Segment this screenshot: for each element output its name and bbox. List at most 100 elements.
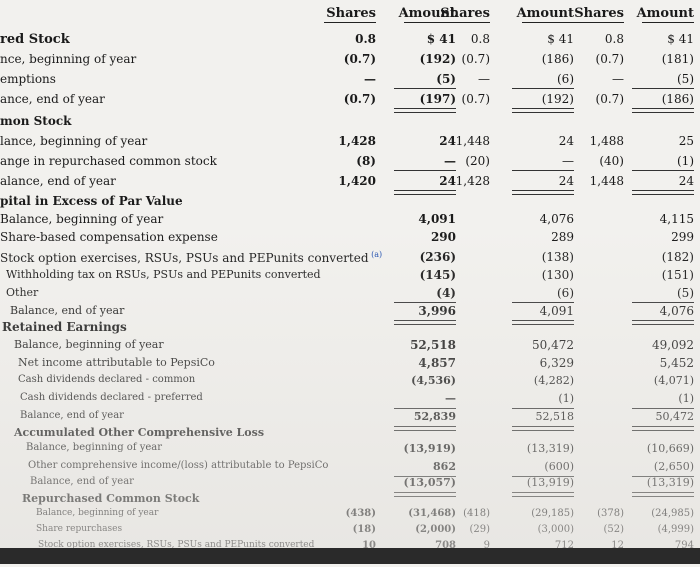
row-label: Share-based compensation expense	[0, 230, 218, 244]
row-label: Net income attributable to PepsiCo	[18, 356, 215, 369]
row-label: mon Stock	[0, 114, 71, 128]
table-cell: (0.7)	[461, 92, 490, 106]
table-cell: 3,996	[418, 304, 456, 318]
table-cell: (151)	[661, 268, 694, 282]
table-cell: 290	[430, 230, 456, 244]
subtotal-underline	[394, 408, 456, 409]
row-label: alance, end of year	[0, 174, 116, 188]
row-label-text: mon Stock	[0, 114, 72, 128]
table-cell: (182)	[661, 250, 694, 264]
header-shares-3: Shares	[574, 6, 624, 21]
table-cell: (0.7)	[343, 92, 376, 106]
table-cell: (13,319)	[526, 442, 574, 455]
subtotal-underline	[632, 170, 694, 171]
table-cell: (145)	[419, 268, 456, 282]
total-double-underline	[632, 108, 694, 113]
subtotal-underline	[512, 170, 574, 171]
subtotal-underline	[632, 302, 694, 303]
table-cell: 52,518	[535, 410, 575, 423]
row-label: Stock option exercises, RSUs, PSUs and P…	[0, 250, 382, 265]
row-label: Other comprehensive income/(loss) attrib…	[28, 460, 328, 471]
row-label: Balance, beginning of year	[36, 508, 158, 518]
row-label-text: Share-based compensation expense	[0, 230, 218, 244]
row-label-text: Share repurchases	[36, 524, 123, 534]
table-cell: (0.7)	[595, 92, 624, 106]
row-label-text: lance, beginning of year	[0, 134, 148, 148]
table-cell: 1,448	[589, 174, 624, 188]
table-cell: (0.7)	[595, 52, 624, 66]
subtotal-underline	[394, 88, 456, 89]
header-shares-1: Shares	[326, 6, 376, 21]
table-cell: (0.7)	[461, 52, 490, 66]
table-cell: (13,919)	[403, 442, 456, 455]
total-double-underline	[394, 190, 456, 195]
header-amount-3: Amount	[636, 6, 694, 21]
total-double-underline	[394, 492, 456, 497]
table-cell: (186)	[661, 92, 694, 106]
row-label-text: pital in Excess of Par Value	[0, 194, 183, 208]
table-cell: (18)	[352, 524, 376, 535]
table-cell: 4,857	[418, 356, 456, 370]
row-label: red Stock	[0, 32, 70, 47]
row-label-text: nce, beginning of year	[0, 52, 137, 66]
row-label-text: ance, end of year	[0, 92, 105, 106]
row-label: Share repurchases	[36, 524, 122, 534]
row-label-text: Other	[6, 286, 39, 299]
footnote-marker: (a)	[368, 250, 383, 259]
table-cell: 862	[433, 460, 456, 473]
row-label-text: Cash dividends declared - common	[18, 374, 196, 385]
table-cell: (181)	[661, 52, 694, 66]
table-cell: (438)	[345, 508, 376, 519]
row-label-text: Balance, beginning of year	[36, 508, 159, 518]
row-label-text: Balance, end of year	[10, 304, 125, 317]
row-label-text: Net income attributable to PepsiCo	[18, 356, 215, 369]
row-label: Cash dividends declared - common	[18, 374, 195, 385]
subtotal-underline	[394, 302, 456, 303]
table-cell: 0.8	[604, 32, 624, 46]
table-cell: 24	[678, 174, 694, 188]
subtotal-underline	[512, 88, 574, 89]
total-double-underline	[394, 426, 456, 431]
table-cell: 49,092	[652, 338, 694, 352]
subtotal-underline	[394, 170, 456, 171]
row-label-text: Repurchased Common Stock	[22, 492, 200, 505]
table-cell: 1,420	[338, 174, 376, 188]
table-cell: 50,472	[655, 410, 695, 423]
row-label: Withholding tax on RSUs, PSUs and PEPuni…	[6, 268, 321, 281]
total-double-underline	[394, 108, 456, 113]
table-cell: 6,329	[539, 356, 574, 370]
table-cell: (10,669)	[646, 442, 694, 455]
table-cell: 1,448	[455, 134, 490, 148]
header-underline	[522, 22, 574, 23]
table-cell: 4,091	[539, 304, 574, 318]
row-label-text: Retained Earnings	[2, 320, 127, 334]
header-underline	[324, 22, 376, 23]
total-double-underline	[632, 426, 694, 431]
table-cell: (40)	[599, 154, 624, 168]
row-label: Balance, beginning of year	[26, 442, 162, 453]
row-label-text: Balance, beginning of year	[14, 338, 164, 351]
table-cell: (4,071)	[653, 374, 694, 387]
row-label: lance, beginning of year	[0, 134, 147, 148]
row-label-text: alance, end of year	[0, 174, 116, 188]
table-cell: 299	[671, 230, 694, 244]
row-label: Repurchased Common Stock	[22, 492, 199, 505]
table-cell: (6)	[557, 286, 574, 300]
table-cell: (378)	[597, 508, 624, 519]
header-underline	[642, 22, 694, 23]
row-label-text: Accumulated Other Comprehensive Loss	[14, 426, 265, 439]
table-cell: (13,057)	[403, 476, 456, 489]
row-label: Other	[6, 286, 38, 299]
table-cell: —	[364, 72, 376, 86]
table-cell: 4,076	[659, 304, 694, 318]
table-cell: (1)	[677, 154, 694, 168]
table-cell: (52)	[603, 524, 624, 535]
row-label-text: ange in repurchased common stock	[0, 154, 217, 168]
row-label-text: Stock option exercises, RSUs, PSUs and P…	[0, 251, 369, 265]
row-label: nce, beginning of year	[0, 52, 136, 66]
table-cell: (600)	[544, 460, 574, 473]
total-double-underline	[512, 108, 574, 113]
row-label: ance, end of year	[0, 92, 105, 106]
table-cell: (5)	[677, 72, 694, 86]
row-label-text: Other comprehensive income/(loss) attrib…	[28, 460, 329, 471]
